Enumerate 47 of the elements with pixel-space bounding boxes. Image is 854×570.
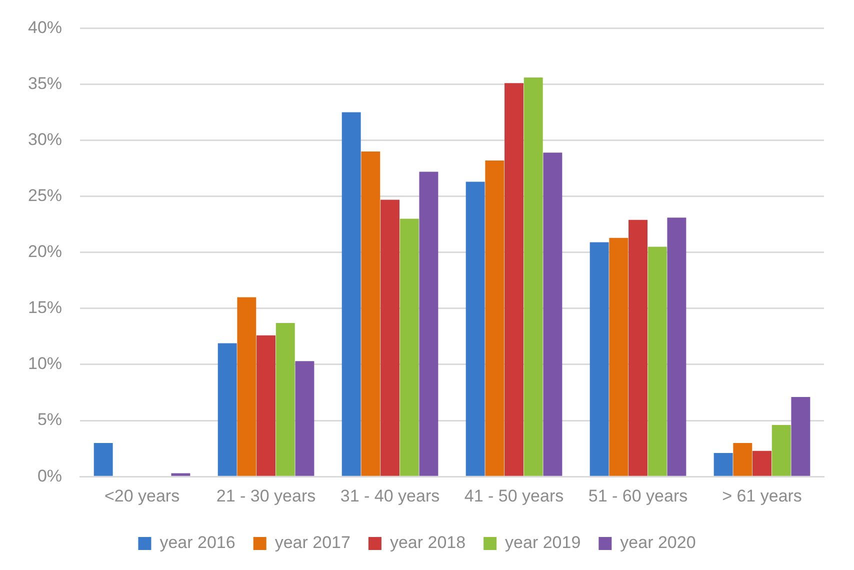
bar <box>237 297 256 476</box>
bar <box>342 112 361 476</box>
bar <box>400 218 419 476</box>
y-tick-label: 0% <box>37 466 62 486</box>
x-tick-label: 51 - 60 years <box>588 486 688 506</box>
y-tick-label: 40% <box>28 18 62 37</box>
bar <box>772 425 791 476</box>
x-tick-label: 41 - 50 years <box>464 486 564 506</box>
y-tick-label: 5% <box>37 410 62 430</box>
bar <box>590 242 609 476</box>
legend-label: year 2019 <box>505 533 581 552</box>
bar <box>524 78 543 476</box>
bar <box>628 220 648 476</box>
y-tick-label: 15% <box>28 298 62 318</box>
bar <box>791 397 810 476</box>
legend-label: year 2020 <box>620 533 696 552</box>
bar <box>380 200 400 476</box>
bar <box>171 473 190 476</box>
y-tick-label: 30% <box>28 130 62 149</box>
bar <box>733 442 752 476</box>
bar <box>419 172 438 476</box>
legend-label: year 2017 <box>274 533 350 552</box>
y-tick-label: 10% <box>28 354 62 374</box>
y-tick-label: 35% <box>28 74 62 93</box>
bar <box>256 335 276 476</box>
bar <box>276 323 295 476</box>
bar <box>94 442 113 476</box>
bar <box>543 152 562 476</box>
legend-label: year 2018 <box>390 533 466 552</box>
legend-label: year 2016 <box>160 533 236 552</box>
bar <box>485 160 504 476</box>
x-tick-label: <20 years <box>104 486 180 506</box>
y-tick-label: 25% <box>28 186 62 206</box>
bar <box>295 361 314 476</box>
bar <box>714 453 733 476</box>
bar <box>218 343 237 476</box>
x-tick-label: > 61 years <box>722 486 802 506</box>
bar <box>609 238 628 476</box>
bar <box>361 152 380 476</box>
bar <box>752 450 772 476</box>
bar <box>648 246 667 476</box>
x-tick-label: 31 - 40 years <box>340 486 440 506</box>
bar <box>667 218 686 476</box>
y-tick-label: 20% <box>28 242 62 262</box>
bar <box>466 182 485 476</box>
x-tick-label: 21 - 30 years <box>216 486 316 506</box>
bar <box>504 83 524 476</box>
